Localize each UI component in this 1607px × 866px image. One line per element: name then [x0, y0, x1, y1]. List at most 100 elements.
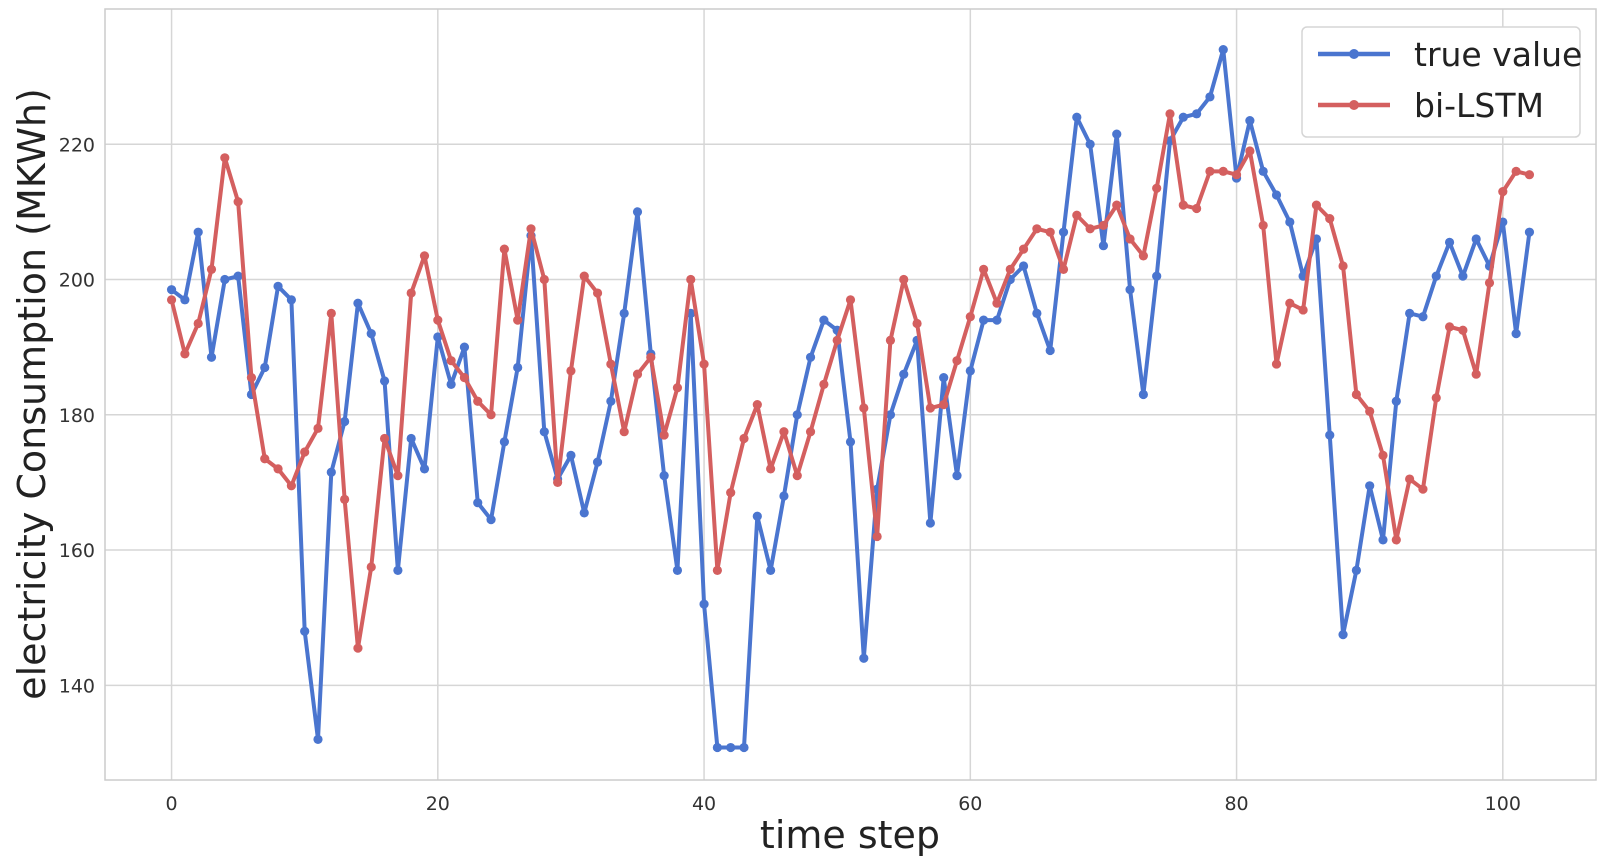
data-point-true-value [193, 227, 203, 237]
data-point-bi-lstm [340, 494, 350, 504]
data-point-bi-lstm [499, 244, 509, 254]
data-point-true-value [965, 366, 975, 376]
data-point-true-value [699, 599, 709, 609]
data-point-bi-lstm [1138, 251, 1148, 261]
data-point-bi-lstm [1005, 264, 1015, 274]
x-tick-label: 60 [958, 793, 982, 815]
data-point-bi-lstm [1058, 264, 1069, 274]
data-point-true-value [592, 457, 603, 467]
data-point-bi-lstm [939, 400, 949, 410]
data-point-true-value [260, 362, 270, 373]
legend-label-bi-lstm: bi-LSTM [1414, 86, 1544, 125]
data-point-bi-lstm [393, 471, 403, 481]
data-point-true-value [393, 565, 403, 575]
data-point-true-value [939, 372, 949, 383]
data-point-bi-lstm [1391, 535, 1401, 545]
data-point-bi-lstm [779, 427, 789, 437]
data-point-bi-lstm [792, 471, 802, 481]
data-point-true-value [1524, 227, 1535, 237]
data-point-true-value [1085, 139, 1095, 149]
data-point-true-value [286, 295, 296, 305]
data-point-true-value [1338, 629, 1348, 640]
data-point-bi-lstm [233, 197, 243, 207]
data-point-true-value [340, 416, 350, 427]
data-point-bi-lstm [712, 565, 722, 575]
data-point-bi-lstm [1351, 389, 1361, 400]
x-tick-label: 80 [1224, 793, 1248, 815]
data-point-bi-lstm [446, 356, 456, 366]
data-point-bi-lstm [859, 403, 869, 413]
data-point-bi-lstm [433, 315, 443, 325]
data-point-bi-lstm [606, 359, 616, 369]
data-point-bi-lstm [1258, 220, 1268, 231]
data-point-bi-lstm [1431, 393, 1441, 403]
data-point-true-value [300, 626, 310, 636]
data-point-bi-lstm [832, 335, 842, 345]
data-point-bi-lstm [885, 335, 896, 345]
data-point-bi-lstm [1152, 183, 1162, 193]
series-layer [166, 44, 1535, 753]
data-point-true-value [1365, 481, 1375, 491]
data-point-bi-lstm [553, 477, 563, 488]
data-point-bi-lstm [419, 251, 430, 261]
y-tick-label: 160 [59, 540, 95, 562]
data-point-bi-lstm [1032, 224, 1042, 234]
data-point-bi-lstm [819, 379, 829, 389]
tick-labels: 0 20 40 60 80 100 140 160 180 200 220 [59, 134, 1521, 815]
data-point-true-value [1431, 271, 1441, 281]
data-point-bi-lstm [965, 312, 975, 322]
data-point-bi-lstm [1192, 203, 1202, 214]
data-point-bi-lstm [180, 349, 190, 359]
data-point-bi-lstm [1471, 369, 1481, 379]
data-point-bi-lstm [1205, 166, 1215, 176]
data-point-bi-lstm [752, 400, 762, 410]
data-point-bi-lstm [1484, 278, 1495, 288]
data-point-bi-lstm [1511, 166, 1521, 176]
data-point-true-value [1045, 345, 1055, 356]
data-point-true-value [579, 508, 589, 518]
data-point-true-value [1285, 217, 1295, 227]
data-point-bi-lstm [1218, 166, 1228, 176]
data-point-bi-lstm [513, 315, 523, 325]
data-point-true-value [979, 315, 989, 325]
data-point-true-value [206, 352, 217, 362]
data-point-bi-lstm [952, 356, 962, 366]
data-point-bi-lstm [473, 396, 483, 406]
data-point-bi-lstm [686, 274, 696, 285]
data-point-true-value [313, 734, 323, 745]
data-point-bi-lstm [899, 274, 909, 285]
data-point-true-value [1218, 44, 1228, 55]
data-point-bi-lstm [1405, 474, 1415, 484]
data-point-true-value [819, 315, 829, 325]
data-point-bi-lstm [166, 295, 177, 305]
data-point-true-value [1258, 166, 1268, 176]
data-point-bi-lstm [1338, 261, 1348, 271]
data-point-true-value [1112, 129, 1122, 139]
data-point-bi-lstm [260, 454, 270, 464]
data-point-bi-lstm [353, 643, 363, 653]
data-point-true-value [406, 433, 416, 444]
y-tick-label: 220 [59, 134, 95, 156]
data-point-bi-lstm [539, 274, 549, 285]
data-point-true-value [233, 271, 243, 281]
legend-marker-true-value [1349, 49, 1359, 59]
data-point-bi-lstm [220, 153, 230, 163]
data-point-bi-lstm [1365, 406, 1375, 417]
data-point-true-value [459, 342, 470, 352]
data-point-true-value [752, 511, 762, 521]
data-point-bi-lstm [1498, 187, 1508, 197]
data-point-bi-lstm [313, 423, 323, 433]
data-point-bi-lstm [1231, 170, 1242, 180]
data-point-true-value [433, 332, 443, 342]
data-point-bi-lstm [672, 383, 683, 393]
data-point-true-value [739, 742, 749, 753]
data-point-true-value [473, 498, 483, 508]
data-point-bi-lstm [1285, 298, 1295, 308]
data-point-bi-lstm [379, 433, 390, 444]
data-point-true-value [366, 329, 376, 339]
data-point-bi-lstm [1325, 214, 1335, 224]
x-tick-label: 100 [1485, 793, 1521, 815]
data-point-bi-lstm [300, 447, 310, 457]
data-point-true-value [1058, 227, 1069, 237]
data-point-bi-lstm [326, 308, 336, 318]
